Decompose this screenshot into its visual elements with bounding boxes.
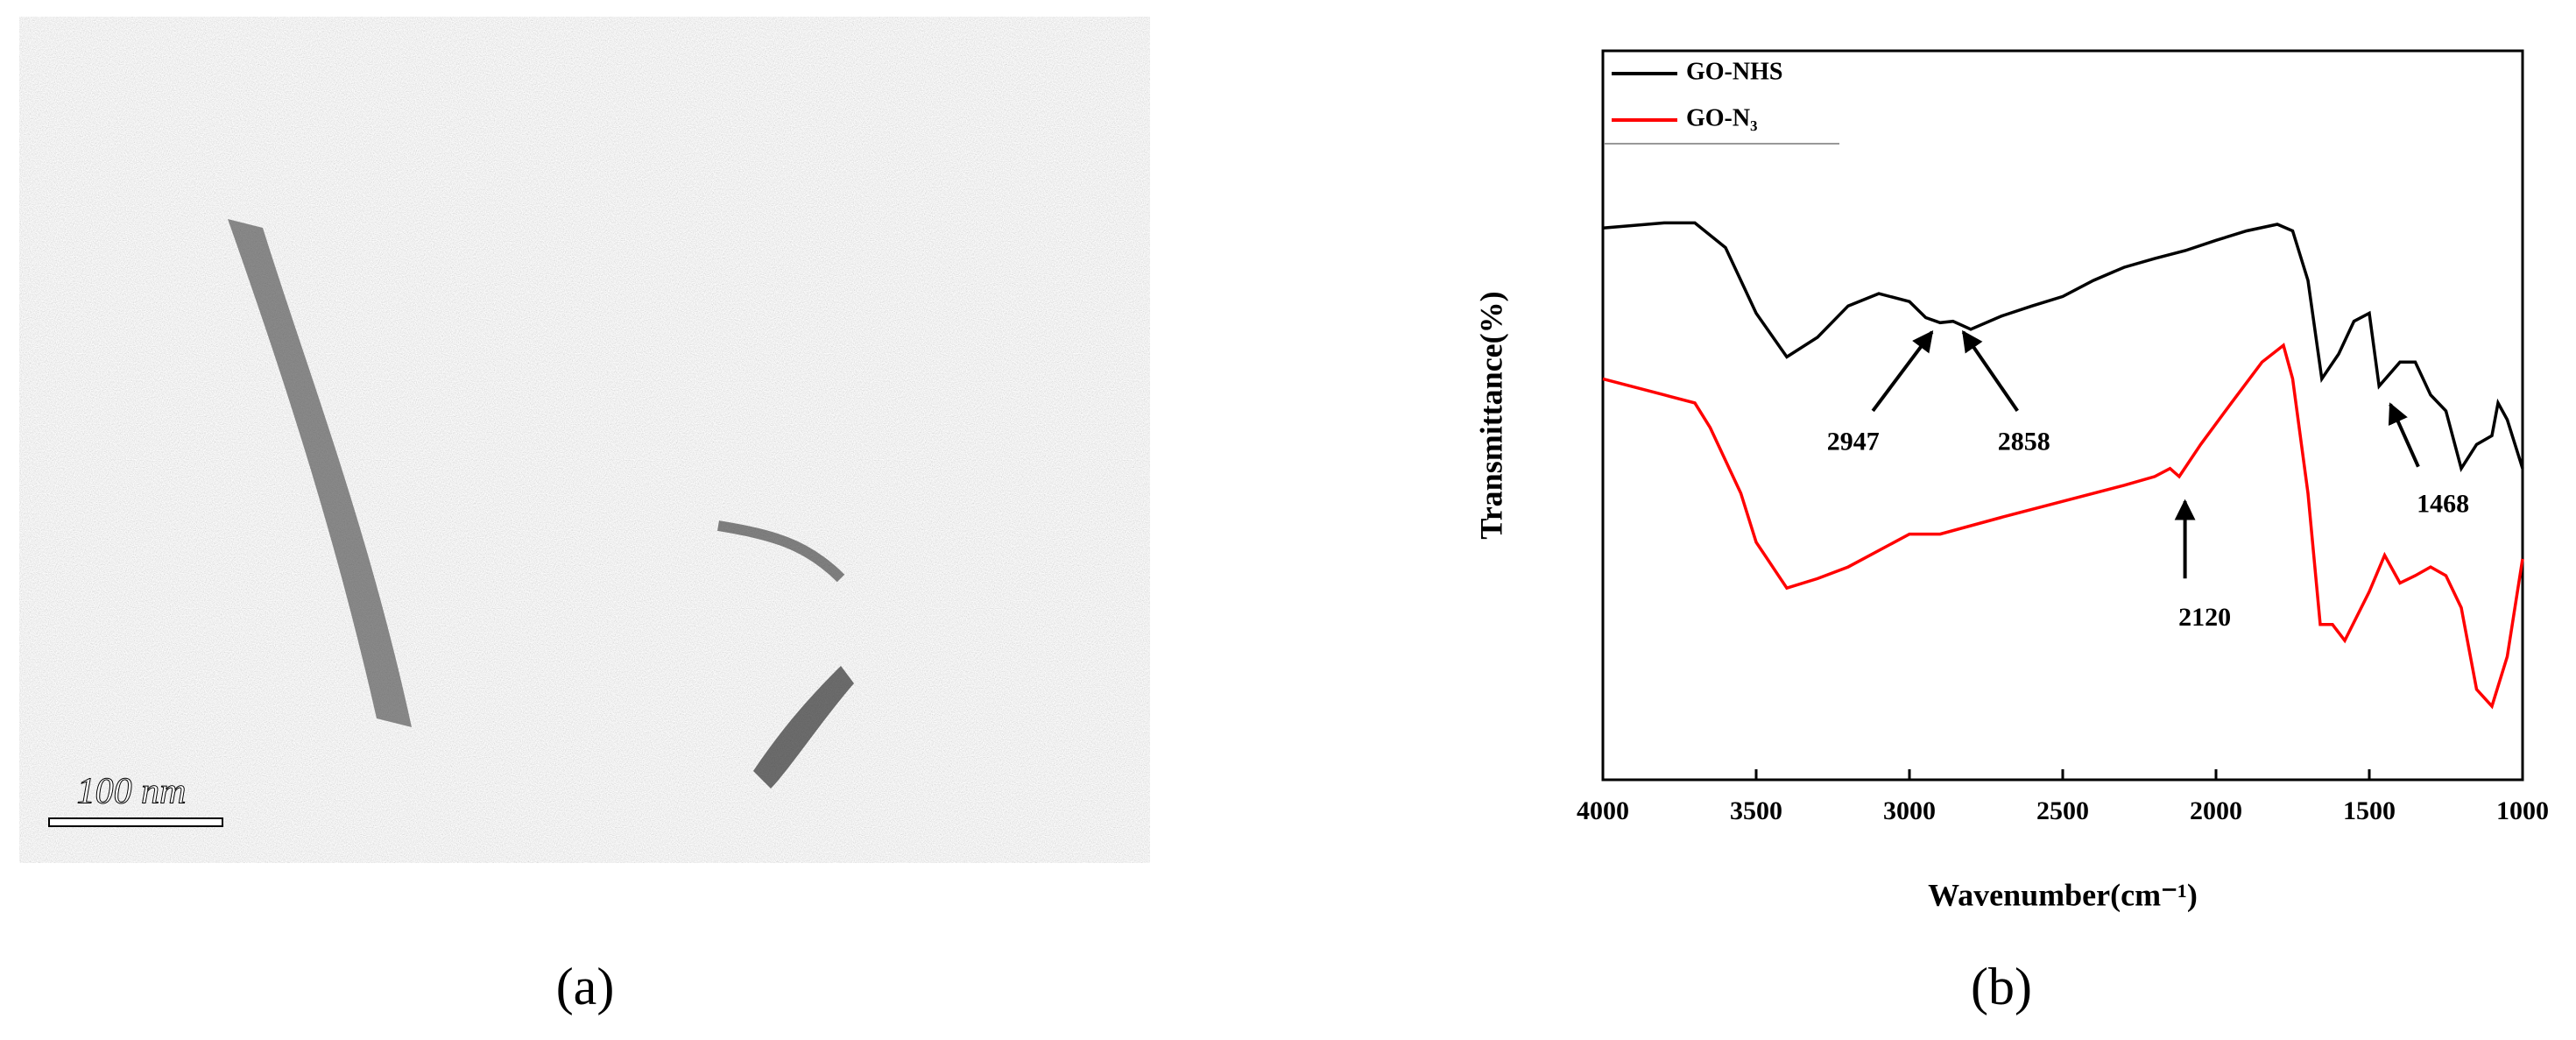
y-axis-label: Transmittance(%) <box>1473 291 1508 539</box>
annotation: 2947 <box>1827 427 1880 456</box>
annotation-arrow <box>2388 402 2420 468</box>
tem-fold <box>753 666 854 789</box>
annotation-arrow <box>1871 329 1934 413</box>
legend-label: GO-N₃ <box>1686 104 1758 131</box>
x-tick-label: 3500 <box>1730 796 1782 825</box>
panel-label: (b) <box>1971 958 2032 1015</box>
x-axis-label: Wavenumber(cm⁻¹) <box>1928 877 2198 912</box>
tem-fold <box>228 219 412 727</box>
x-tick-label: 2000 <box>2190 796 2242 825</box>
tem-noise <box>19 17 1150 863</box>
annotation: 1468 <box>2417 490 2469 519</box>
annotation: 2120 <box>2178 603 2231 632</box>
legend-label: GO-NHS <box>1686 58 1782 85</box>
x-tick-label: 1000 <box>2496 796 2549 825</box>
tem-fold <box>717 520 845 583</box>
panel-label: (a) <box>556 958 615 1015</box>
x-tick-label: 3000 <box>1883 796 1936 825</box>
x-tick-label: 1500 <box>2343 796 2396 825</box>
x-tick-label: 2500 <box>2036 796 2089 825</box>
tem-image: 100 nm <box>19 17 1150 863</box>
series-line <box>1602 343 2524 710</box>
plot-frame <box>1601 49 2524 782</box>
scale-bar <box>48 817 223 827</box>
annotation-arrow <box>1961 329 2019 413</box>
series-line <box>1602 221 2524 472</box>
x-tick-label: 4000 <box>1577 796 1629 825</box>
annotation: 2858 <box>1998 427 2050 456</box>
ftir-chart: 4000 3500 3000 2500 2000 1500 1000 Wavenumber(c… <box>1473 49 2549 912</box>
scale-bar-label: 100 nm <box>77 772 187 812</box>
